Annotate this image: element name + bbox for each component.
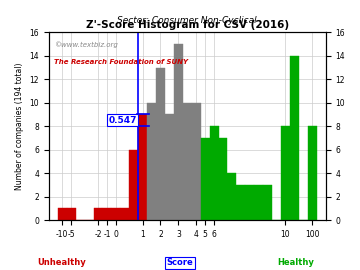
Bar	[254, 185, 263, 220]
Bar	[111, 208, 120, 220]
Bar	[103, 208, 111, 220]
Bar	[290, 56, 299, 220]
Bar	[201, 138, 210, 220]
Bar	[219, 138, 228, 220]
Text: Sector: Consumer Non-Cyclical: Sector: Consumer Non-Cyclical	[117, 16, 257, 25]
Bar	[120, 208, 129, 220]
Bar	[138, 114, 147, 220]
Text: Unhealthy: Unhealthy	[37, 258, 86, 267]
Text: Healthy: Healthy	[277, 258, 314, 267]
Bar	[147, 103, 156, 220]
Bar	[165, 114, 174, 220]
Bar	[67, 208, 76, 220]
Bar	[58, 208, 67, 220]
Bar	[281, 126, 290, 220]
Text: 0.547: 0.547	[108, 116, 137, 125]
Text: ©www.textbiz.org: ©www.textbiz.org	[54, 42, 118, 48]
Bar	[308, 126, 317, 220]
Bar	[156, 68, 165, 220]
Bar	[237, 185, 245, 220]
Bar	[192, 103, 201, 220]
Y-axis label: Number of companies (194 total): Number of companies (194 total)	[15, 62, 24, 190]
Bar	[129, 150, 138, 220]
Bar	[228, 173, 237, 220]
Title: Z'-Score Histogram for CSV (2016): Z'-Score Histogram for CSV (2016)	[86, 20, 289, 30]
Text: The Research Foundation of SUNY: The Research Foundation of SUNY	[54, 59, 189, 65]
Bar	[174, 44, 183, 220]
Bar	[245, 185, 254, 220]
Bar	[210, 126, 219, 220]
Bar	[263, 185, 272, 220]
Bar	[183, 103, 192, 220]
Bar	[94, 208, 103, 220]
Text: Score: Score	[167, 258, 193, 267]
